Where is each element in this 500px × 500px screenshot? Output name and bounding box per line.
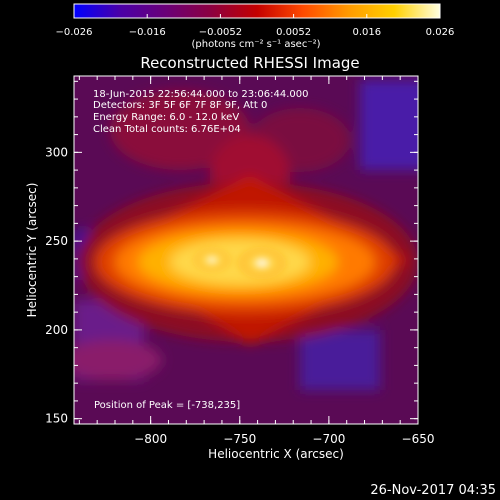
info-block: 18-Jun-2015 22:56:44.000 to 23:06:44.000… <box>93 89 309 135</box>
colorbar-tick-label: −0.0052 <box>199 27 242 38</box>
y-tick-label: 200 <box>45 323 68 337</box>
colorbar-unit-label: (photons cm⁻² s⁻¹ asec⁻²) <box>191 39 320 50</box>
peak-position-label: Position of Peak = [-738,235] <box>94 400 240 411</box>
x-axis-ticks: −800 −750 −700 −650 <box>78 76 435 446</box>
y-axis-ticks: 300 250 200 150 <box>45 80 418 426</box>
info-energy: Energy Range: 6.0 - 12.0 keV <box>93 112 239 123</box>
info-time: 18-Jun-2015 22:56:44.000 to 23:06:44.000 <box>93 89 309 100</box>
colorbar-tick-label: 0.016 <box>352 27 381 38</box>
y-tick-label: 150 <box>45 412 68 426</box>
colorbar-tick-label: −0.026 <box>55 27 92 38</box>
y-axis-label: Heliocentric Y (arcsec) <box>25 183 39 318</box>
image-secondary-core <box>190 246 234 274</box>
footer-date: 26-Nov-2017 04:35 <box>370 483 496 498</box>
colorbar-tick-label: 0.0052 <box>276 27 311 38</box>
x-tick-label: −800 <box>134 432 167 446</box>
x-tick-label: −700 <box>312 432 345 446</box>
y-tick-label: 250 <box>45 234 68 248</box>
x-tick-label: −650 <box>402 432 435 446</box>
image-peak-core <box>234 245 290 281</box>
rhessi-image <box>74 76 418 424</box>
x-tick-label: −750 <box>223 432 256 446</box>
colorbar-bar <box>73 3 441 19</box>
colorbar-ticks: −0.026 −0.016 −0.0052 0.0052 0.016 0.026 <box>55 14 454 38</box>
x-axis-label: Heliocentric X (arcsec) <box>208 447 344 461</box>
colorbar-tick-label: −0.016 <box>129 27 166 38</box>
plot-title: Reconstructed RHESSI Image <box>140 54 359 72</box>
info-detectors: Detectors: 3F 5F 6F 7F 8F 9F, Att 0 <box>93 100 267 111</box>
colorbar-tick-label: 0.026 <box>426 27 455 38</box>
y-tick-label: 300 <box>45 145 68 159</box>
info-clean: Clean Total counts: 6.76E+04 <box>93 124 241 135</box>
colorbar: −0.026 −0.016 −0.0052 0.0052 0.016 0.026 (pho… <box>55 3 454 50</box>
plot-frame <box>73 75 419 425</box>
